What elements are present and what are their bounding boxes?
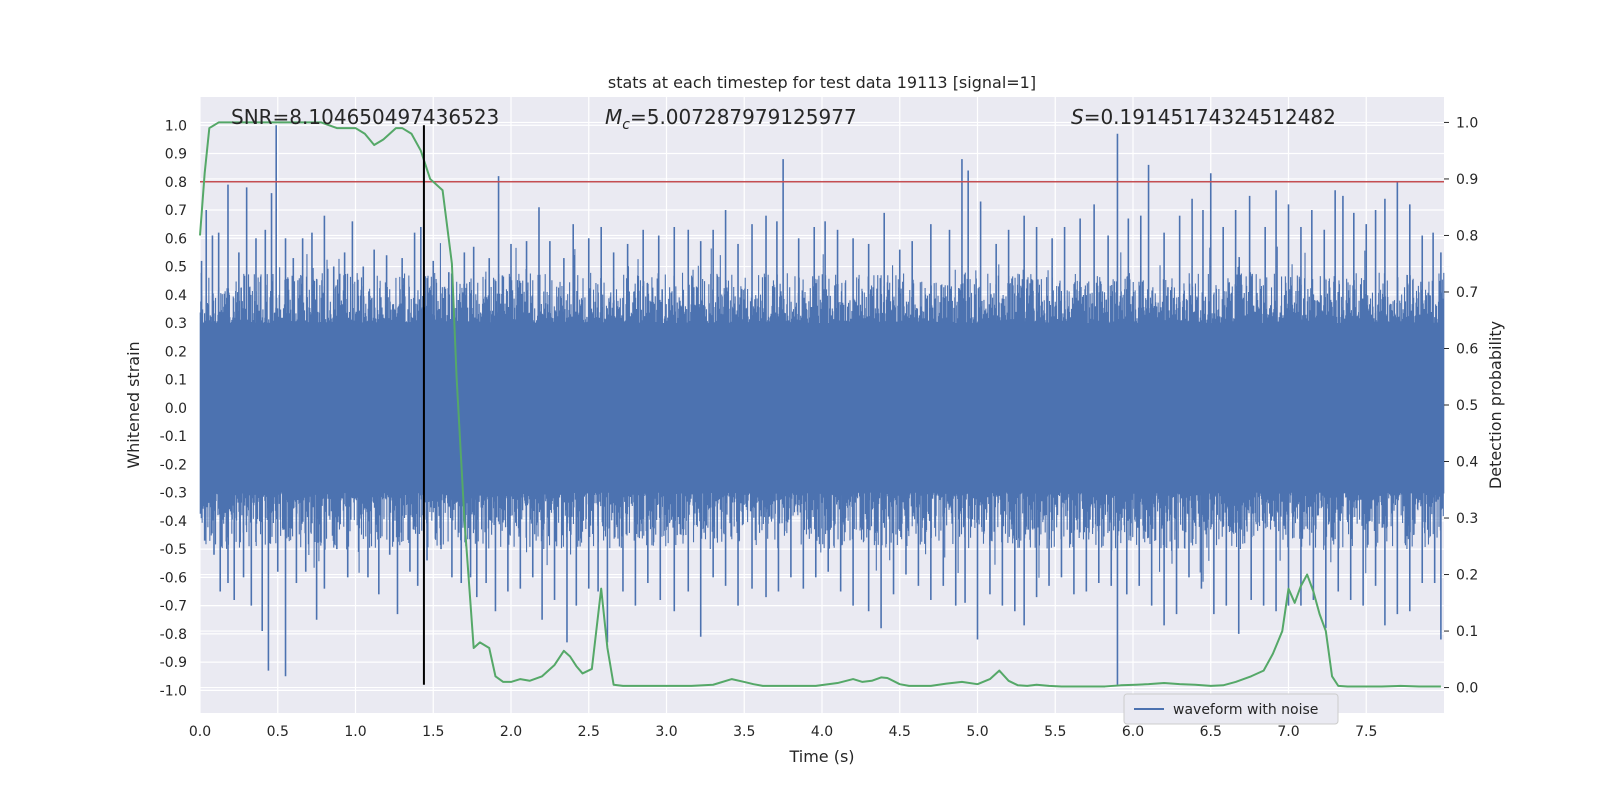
y-tick-label: -0.2 bbox=[160, 457, 187, 473]
x-axis-ticks: 0.0 0.5 1.0 1.5 2.0 2.5 3.0 3.5 4.0 4.5 5.0 5.5 6.0 6… bbox=[189, 724, 1378, 740]
y-tick-label: -0.4 bbox=[160, 514, 187, 530]
y2-tick-label: 0.4 bbox=[1456, 455, 1478, 471]
y-tick-label: -0.5 bbox=[160, 542, 187, 558]
y-tick-label: 0.2 bbox=[165, 344, 187, 360]
waveform-spikes bbox=[199, 125, 1445, 685]
x-tick-label: 4.5 bbox=[889, 724, 911, 740]
y2-axis-ticks: 1.0 0.9 0.8 0.7 0.6 0.5 0.4 0.3 0.2 0.1 0.0 bbox=[1444, 115, 1478, 697]
y-tick-label: 0.1 bbox=[165, 373, 187, 389]
y-tick-label: -0.7 bbox=[160, 599, 187, 615]
legend: waveform with noise bbox=[1123, 693, 1339, 725]
chart-title: stats at each timestep for test data 191… bbox=[608, 73, 1036, 92]
x-tick-label: 7.5 bbox=[1355, 724, 1377, 740]
y2-tick-label: 0.6 bbox=[1456, 341, 1478, 357]
mc-symbol: M bbox=[605, 105, 622, 129]
x-tick-label: 4.0 bbox=[811, 724, 833, 740]
x-tick-label: 5.0 bbox=[966, 724, 988, 740]
x-tick-label: 0.5 bbox=[267, 724, 289, 740]
y-tick-label: 0.9 bbox=[165, 147, 187, 163]
y-tick-label: 0.0 bbox=[165, 401, 187, 417]
y2-tick-label: 0.7 bbox=[1456, 285, 1478, 301]
y-tick-label: -0.1 bbox=[160, 429, 187, 445]
y-tick-label: -0.6 bbox=[160, 570, 187, 586]
y-axis-ticks: 1.0 0.9 0.8 0.7 0.6 0.5 0.4 0.3 0.2 0.1 0.0 -0.1 -0.… bbox=[160, 118, 187, 699]
detection-probability-layer bbox=[199, 121, 1441, 688]
y-tick-label: -1.0 bbox=[160, 683, 187, 699]
y-tick-label: -0.9 bbox=[160, 655, 187, 671]
waveform-band bbox=[200, 323, 1444, 493]
y-tick-label: 0.4 bbox=[165, 288, 187, 304]
y-axis-label: Whitened strain bbox=[124, 341, 143, 468]
x-tick-label: 1.0 bbox=[344, 724, 366, 740]
s-value: =0.19145174324512482 bbox=[1084, 105, 1336, 129]
mc-value: =5.007287979125977 bbox=[630, 105, 857, 129]
y-tick-label: 1.0 bbox=[165, 118, 187, 134]
y-tick-label: 0.5 bbox=[165, 260, 187, 276]
y2-tick-label: 0.2 bbox=[1456, 568, 1478, 584]
y-tick-label: 0.6 bbox=[165, 231, 187, 247]
y2-tick-label: 0.3 bbox=[1456, 511, 1478, 527]
y2-axis-label: Detection probability bbox=[1486, 321, 1505, 489]
x-tick-label: 6.5 bbox=[1200, 724, 1222, 740]
x-tick-label: 3.0 bbox=[655, 724, 677, 740]
waveform-core bbox=[200, 323, 1444, 493]
x-tick-label: 5.5 bbox=[1044, 724, 1066, 740]
detection-probability-line bbox=[199, 121, 1441, 688]
x-tick-label: 2.0 bbox=[500, 724, 522, 740]
snr-annotation: SNR=8.104650497436523 bbox=[231, 105, 499, 129]
x-tick-label: 1.5 bbox=[422, 724, 444, 740]
x-tick-label: 6.0 bbox=[1122, 724, 1144, 740]
y2-tick-label: 0.1 bbox=[1456, 624, 1478, 640]
y2-tick-label: 0.8 bbox=[1456, 228, 1478, 244]
y-tick-label: 0.3 bbox=[165, 316, 187, 332]
s-annotation: S=0.19145174324512482 bbox=[1071, 105, 1336, 129]
mc-subscript: c bbox=[622, 117, 630, 133]
x-tick-label: 3.5 bbox=[733, 724, 755, 740]
y-tick-label: -0.8 bbox=[160, 627, 187, 643]
y-tick-label: -0.3 bbox=[160, 486, 187, 502]
y-tick-label: 0.8 bbox=[165, 175, 187, 191]
y2-tick-label: 0.0 bbox=[1456, 681, 1478, 697]
x-tick-label: 2.5 bbox=[578, 724, 600, 740]
y2-tick-label: 0.9 bbox=[1456, 172, 1478, 188]
mc-annotation: Mc=5.007287979125977 bbox=[605, 105, 857, 133]
legend-box bbox=[1123, 693, 1339, 725]
y2-tick-label: 1.0 bbox=[1456, 115, 1478, 131]
x-tick-label: 0.0 bbox=[189, 724, 211, 740]
y2-tick-label: 0.5 bbox=[1456, 398, 1478, 414]
s-symbol: S bbox=[1071, 105, 1084, 129]
x-tick-label: 7.0 bbox=[1277, 724, 1299, 740]
y-tick-label: 0.7 bbox=[165, 203, 187, 219]
legend-label-waveform: waveform with noise bbox=[1173, 702, 1318, 718]
x-axis-label: Time (s) bbox=[788, 747, 854, 766]
